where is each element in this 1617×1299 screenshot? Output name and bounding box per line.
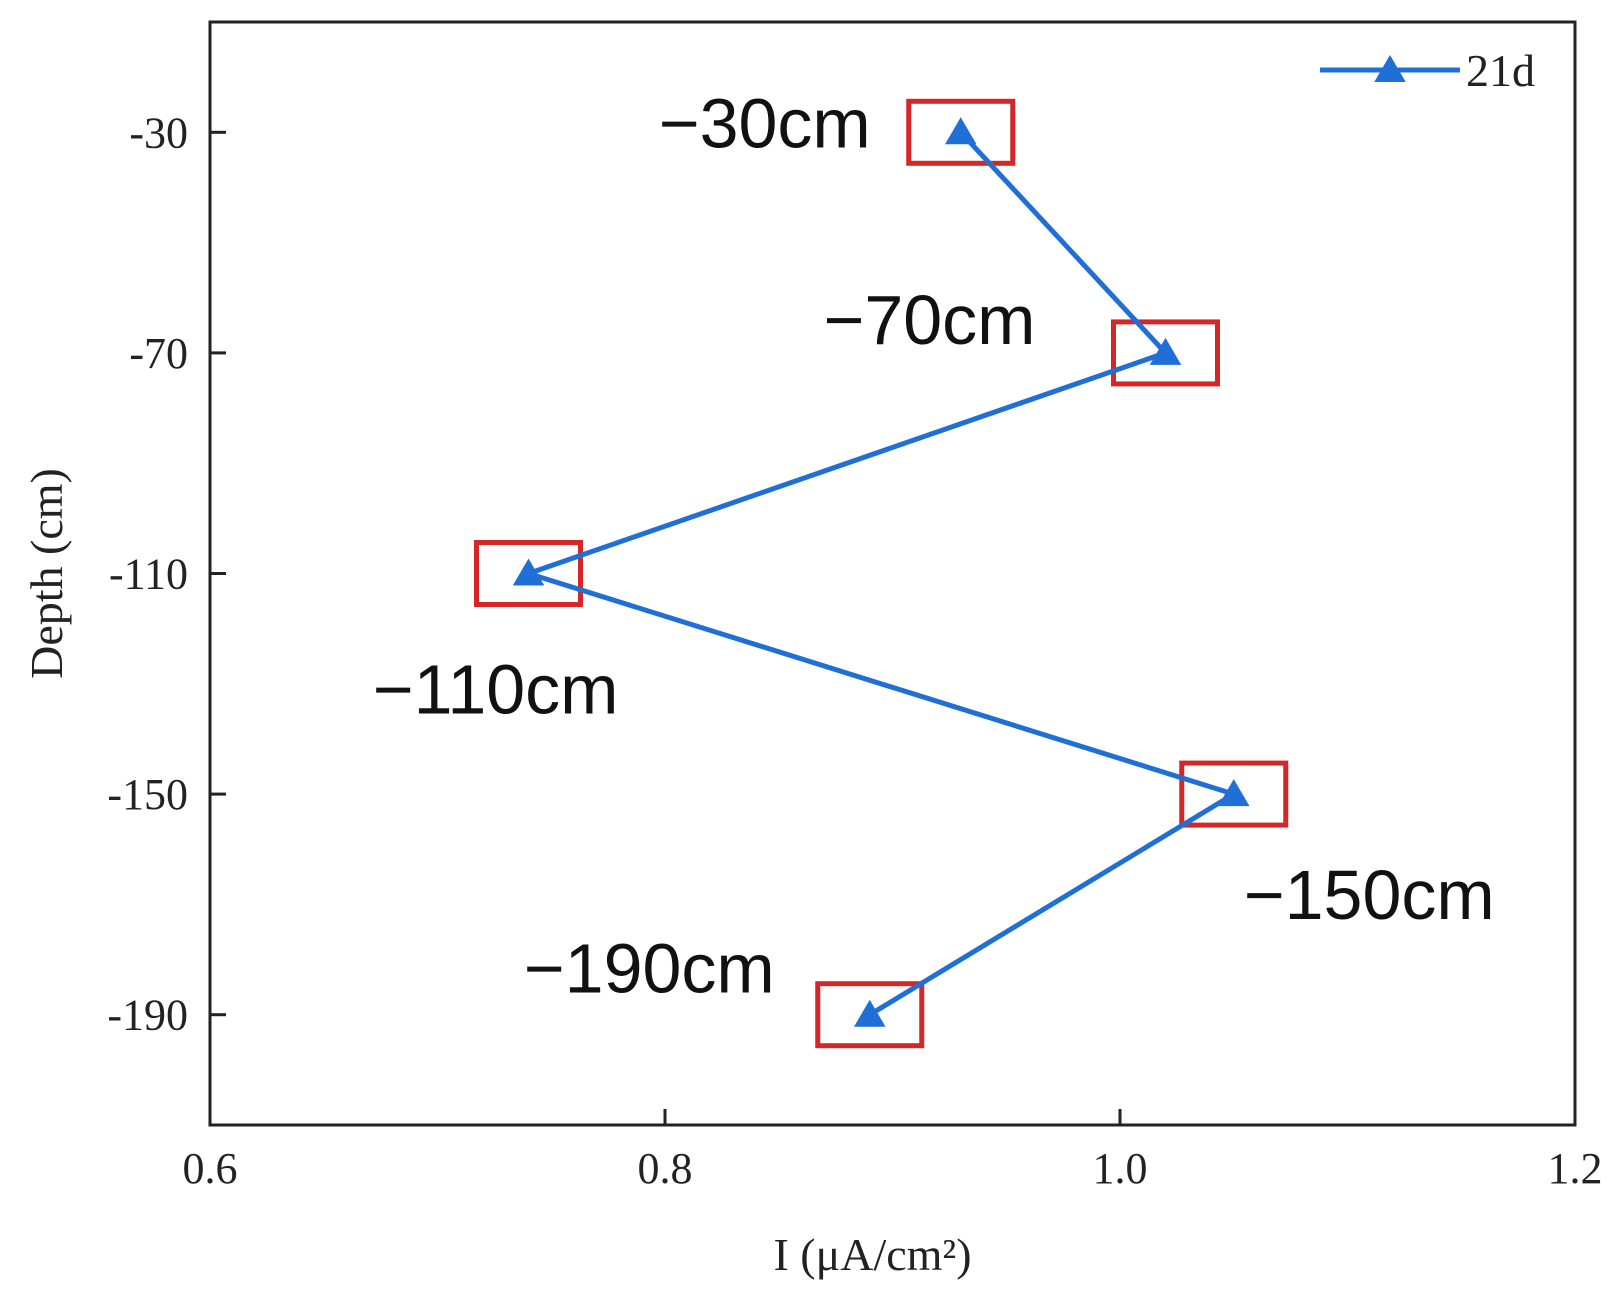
x-tick-label: 1.2 — [1548, 1144, 1603, 1193]
x-tick-label: 0.8 — [638, 1144, 693, 1193]
y-tick-label: -150 — [107, 770, 188, 819]
depth-annotation: −110cm — [373, 651, 619, 729]
y-tick-label: -190 — [107, 991, 188, 1040]
highlight-box — [906, 98, 1016, 166]
highlight-box — [1111, 319, 1220, 387]
data-point-marker — [1149, 337, 1182, 365]
x-tick-label: 1.0 — [1093, 1144, 1148, 1193]
plot-frame — [208, 20, 1577, 1127]
depth-annotation: −150cm — [1244, 856, 1495, 934]
highlight-box — [815, 981, 925, 1049]
highlight-box — [474, 540, 583, 607]
legend-marker — [1374, 55, 1406, 82]
depth-annotation: −190cm — [524, 930, 775, 1008]
y-tick-label: -30 — [129, 108, 188, 157]
y-axis-title: Depth (cm) — [21, 468, 72, 679]
y-tick-label: -110 — [109, 550, 188, 599]
data-point-marker — [512, 558, 545, 586]
series-line-21d — [526, 130, 1237, 1017]
data-point-marker — [945, 117, 977, 145]
x-tick-label: 0.6 — [183, 1144, 238, 1193]
y-tick-label: -70 — [129, 329, 188, 378]
data-point-marker — [1218, 779, 1250, 807]
legend-label: 21d — [1466, 45, 1535, 96]
depth-annotation: −70cm — [823, 281, 1035, 359]
highlight-box — [1179, 760, 1289, 828]
x-axis-title: I (μA/cm²) — [773, 1229, 971, 1280]
depth-annotation: −30cm — [659, 84, 871, 162]
data-point-marker — [854, 999, 886, 1027]
